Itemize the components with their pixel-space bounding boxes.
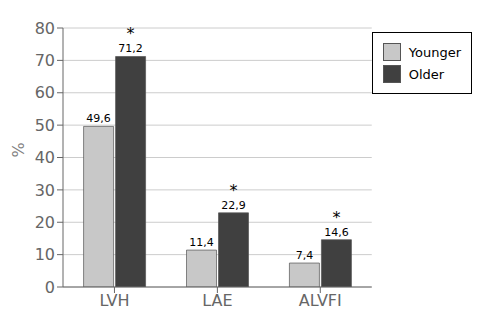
svg-text:*: * [230, 181, 238, 200]
svg-text:40: 40 [35, 148, 55, 167]
svg-text:30: 30 [35, 181, 55, 200]
svg-text:11,4: 11,4 [189, 236, 214, 249]
svg-text:LAE: LAE [202, 291, 232, 310]
svg-text:0: 0 [45, 278, 55, 297]
svg-text:*: * [332, 208, 340, 227]
svg-text:ALVFI: ALVFI [299, 291, 342, 310]
svg-text:7,4: 7,4 [296, 249, 314, 262]
svg-text:20: 20 [35, 213, 55, 232]
svg-text:70: 70 [35, 51, 55, 70]
svg-text:%: % [9, 142, 28, 157]
svg-text:71,2: 71,2 [118, 42, 143, 55]
svg-text:14,6: 14,6 [324, 226, 349, 239]
svg-text:*: * [127, 24, 135, 43]
svg-text:22,9: 22,9 [221, 199, 246, 212]
html-text:Older: Older [408, 66, 445, 82]
svg-text:60: 60 [35, 83, 55, 102]
svg-text:LVH: LVH [99, 291, 129, 310]
svg-text:80: 80 [35, 19, 55, 38]
html-text:Younger: Younger [408, 44, 461, 60]
svg-text:10: 10 [35, 245, 55, 264]
svg-text:49,6: 49,6 [86, 112, 111, 125]
svg-text:50: 50 [35, 116, 55, 135]
